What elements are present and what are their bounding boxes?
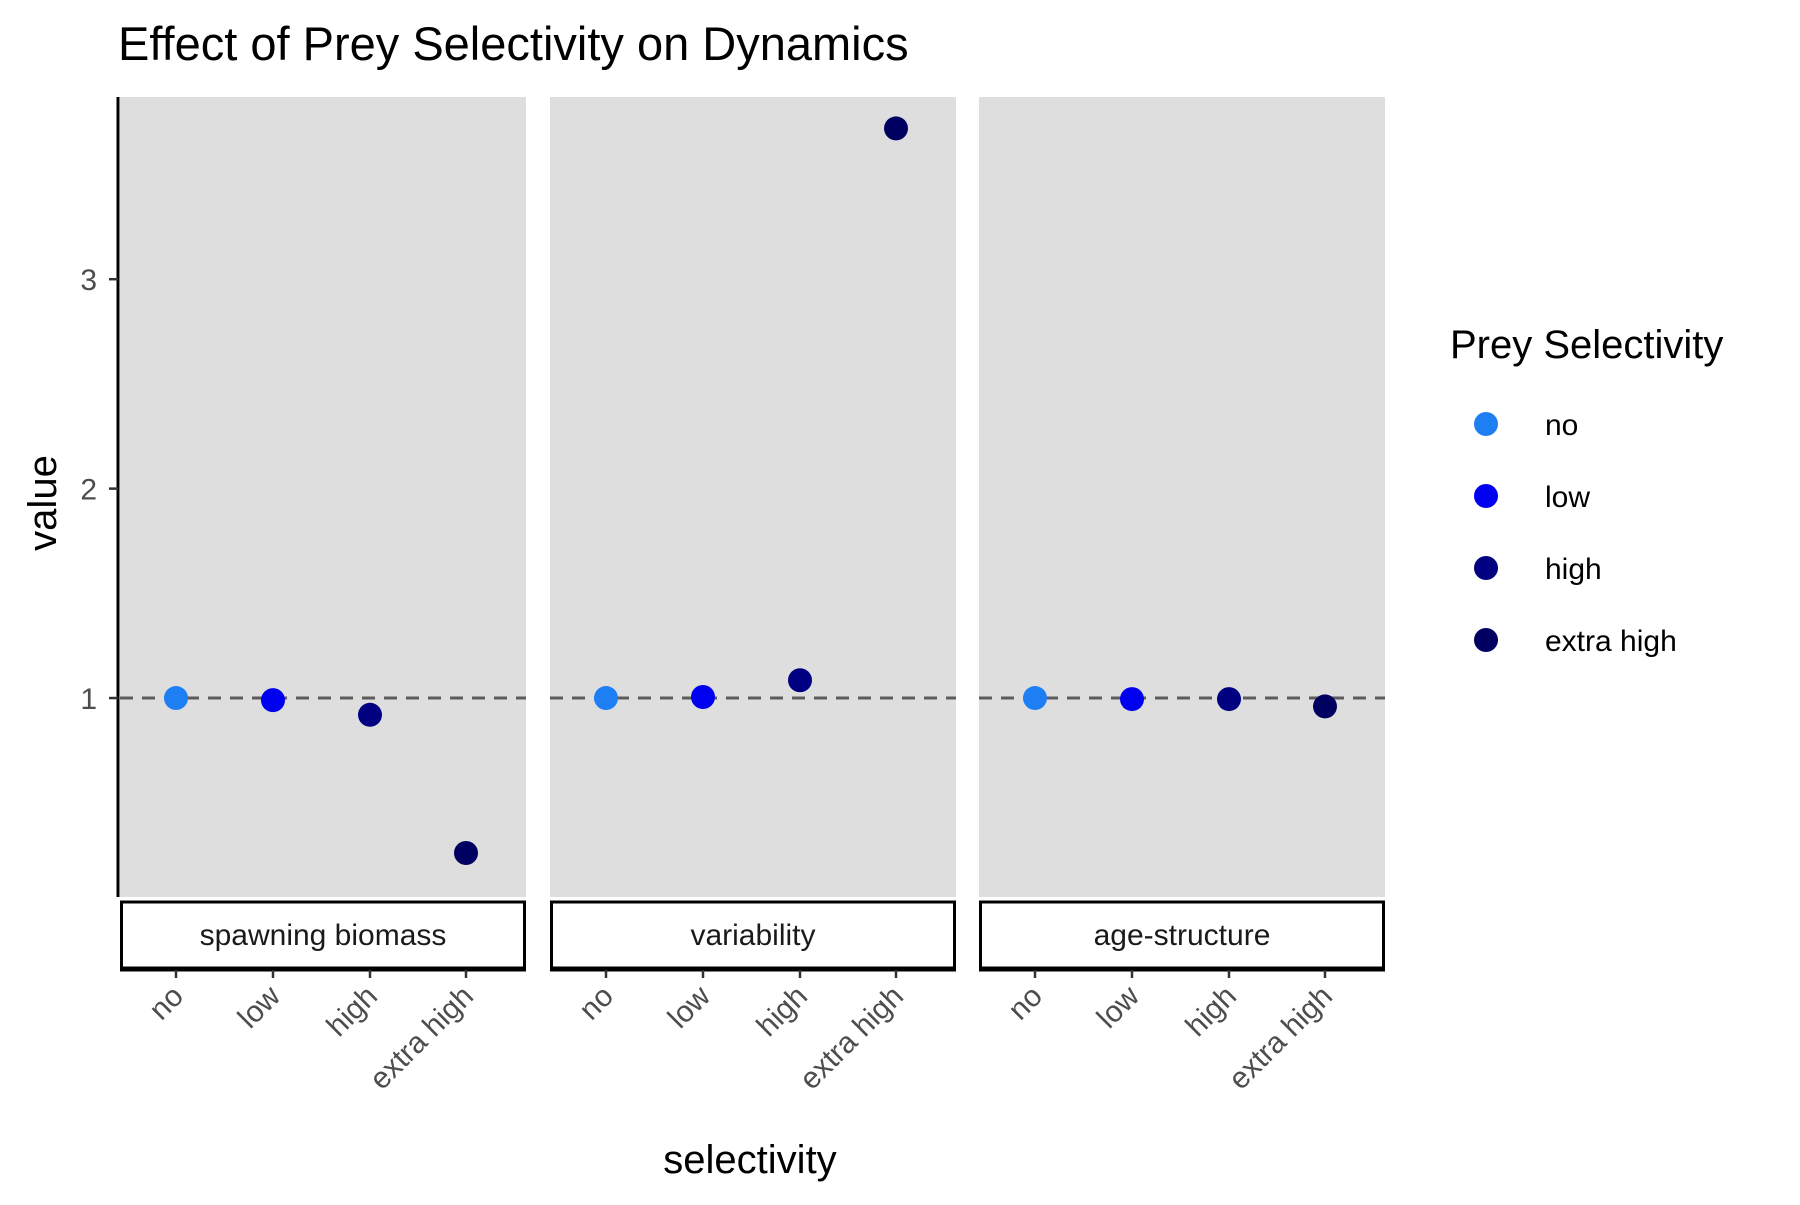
- panel-background: [120, 97, 526, 897]
- y-axis-title: value: [21, 455, 65, 551]
- y-tick-label: 2: [80, 474, 97, 507]
- data-point-high: [1217, 687, 1241, 712]
- strip-label: variability: [690, 919, 815, 952]
- data-point-low: [261, 688, 285, 713]
- legend-key: [1474, 556, 1498, 580]
- legend-label: high: [1545, 553, 1602, 586]
- x-tick-label: extra high: [1222, 980, 1338, 1096]
- x-tick-label: high: [751, 980, 814, 1043]
- legend-label: extra high: [1545, 625, 1677, 658]
- x-tick-label: no: [573, 980, 620, 1027]
- data-point-no: [594, 686, 618, 711]
- data-point-high: [358, 702, 382, 727]
- x-tick-label: extra high: [363, 980, 479, 1096]
- strip-label: age-structure: [1094, 919, 1271, 952]
- x-tick-label: low: [1091, 979, 1146, 1034]
- strip-label: spawning biomass: [200, 919, 447, 952]
- legend-title: Prey Selectivity: [1450, 323, 1723, 367]
- y-tick-label: 1: [80, 683, 97, 716]
- x-tick-label: no: [1002, 980, 1049, 1027]
- y-tick-label: 3: [80, 264, 97, 297]
- x-tick-label: no: [143, 980, 190, 1027]
- data-point-high: [788, 668, 812, 693]
- y-axis: 1 2 3: [80, 97, 120, 897]
- x-tick-label: high: [321, 980, 384, 1043]
- x-tick-label: low: [232, 979, 287, 1034]
- strip-box: [979, 900, 1385, 970]
- x-tick-label: high: [1180, 980, 1243, 1043]
- x-tick-label: low: [662, 979, 717, 1034]
- chart-title: Effect of Prey Selectivity on Dynamics: [118, 17, 909, 70]
- data-point-no: [164, 686, 188, 711]
- data-point-extra-high: [1313, 694, 1337, 719]
- legend-key: [1474, 484, 1498, 508]
- x-tick-label: extra high: [793, 980, 909, 1096]
- legend-label: no: [1545, 409, 1578, 442]
- legend: Prey Selectivity no low high extra high: [1450, 323, 1723, 658]
- strip-box: [120, 900, 526, 970]
- data-point-low: [691, 685, 715, 709]
- panel-background: [979, 97, 1385, 897]
- x-axis-title: selectivity: [663, 1138, 836, 1182]
- strip-box: [550, 900, 956, 970]
- legend-key: [1474, 412, 1498, 436]
- legend-label: low: [1545, 481, 1590, 514]
- data-point-extra-high: [454, 841, 478, 866]
- data-point-low: [1120, 687, 1144, 712]
- data-point-no: [1023, 686, 1047, 711]
- data-point-extra-high: [884, 116, 908, 141]
- panel-background: [550, 97, 956, 897]
- legend-key: [1474, 628, 1498, 652]
